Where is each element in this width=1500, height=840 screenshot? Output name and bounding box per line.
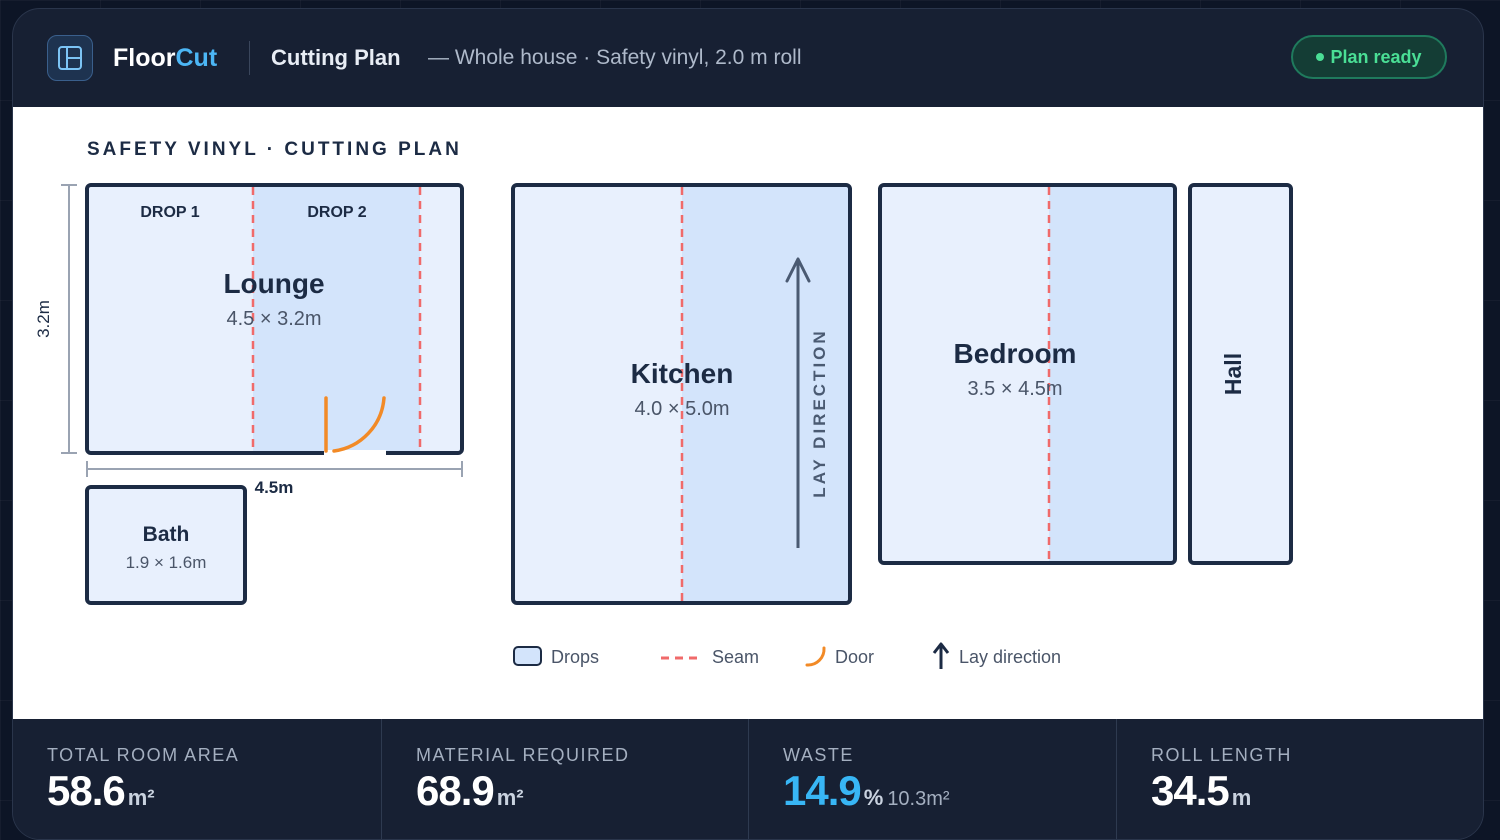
room-bedroom[interactable]: Bedroom 3.5 × 4.5m [878,183,1177,565]
drop-label-1: DROP 1 [140,204,199,221]
legend-door-label: Door [835,647,874,667]
header-divider [249,41,250,75]
arrow-up-icon [932,642,950,669]
page-title: Cutting Plan [271,45,401,70]
room-hall[interactable]: Hall [1188,183,1293,565]
room-name-bedroom: Bedroom [954,338,1077,369]
header: FloorCut Cutting Plan — Whole house · Sa… [13,9,1483,107]
drops-swatch-icon [513,646,542,666]
room-name-kitchen: Kitchen [631,358,734,389]
plan-heading: SAFETY VINYL · CUTTING PLAN [87,139,462,160]
dimension-width: 4.5m [86,461,463,497]
app-window: FloorCut Cutting Plan — Whole house · Sa… [12,8,1484,840]
room-kitchen[interactable]: LAY DIRECTION Kitchen 4.0 × 5.0m [511,183,852,605]
stat-label: MATERIAL REQUIRED [416,745,630,765]
legend: Drops Seam Door Lay direction [513,642,1061,669]
stat-label: ROLL LENGTH [1151,745,1292,765]
drop-label-2: DROP 2 [307,204,366,221]
room-lounge[interactable]: DROP 1 DROP 2 Lounge 4.5 × 3.2m [85,183,464,456]
room-name-lounge: Lounge [223,268,324,299]
dimension-height: 3.2m [34,184,77,454]
stat-value: 58.6 m² [47,767,155,814]
lay-direction-arrow [785,257,811,548]
room-name-hall: Hall [1220,353,1246,395]
stat-material-required: MATERIAL REQUIRED 68.9 m² [381,719,748,839]
stat-value: 34.5 m [1151,767,1252,814]
status-badge: Plan ready [1291,35,1447,79]
dimension-height-label: 3.2m [34,300,53,338]
status-label: Plan ready [1330,46,1422,67]
stat-waste: WASTE 14.9% 10.3m² [748,719,1116,839]
layout-grid-icon[interactable] [47,35,93,81]
legend-drops-label: Drops [551,647,599,667]
dimension-width-label: 4.5m [255,478,294,497]
bedroom-outline [878,183,1177,565]
stat-label: TOTAL ROOM AREA [47,745,240,765]
kitchen-outline [511,183,852,605]
room-dims-lounge: 4.5 × 3.2m [226,308,321,330]
stat-label: WASTE [783,745,854,765]
brand-logo: FloorCut [113,44,218,72]
stat-roll-length: ROLL LENGTH 34.5 m [1116,719,1483,839]
stat-value: 14.9% 10.3m² [783,767,950,814]
lay-direction-label: LAY DIRECTION [810,328,829,497]
room-dims-kitchen: 4.0 × 5.0m [634,398,729,420]
cutting-plan-canvas: SAFETY VINYL · CUTTING PLAN DROP 1 DROP … [13,107,1483,719]
room-bath[interactable]: Bath 1.9 × 1.6m [85,485,247,605]
room-name-bath: Bath [143,523,190,546]
room-dims-bedroom: 3.5 × 4.5m [967,378,1062,400]
door-icon [324,396,386,453]
door-legend-icon [805,646,826,667]
legend-seam-label: Seam [712,647,759,667]
lounge-outline [85,183,464,455]
stat-value: 68.9 m² [416,767,524,814]
stats-bar: TOTAL ROOM AREA 58.6 m² MATERIAL REQUIRED… [13,719,1483,839]
status-dot-icon [1316,53,1325,61]
stat-total-area: TOTAL ROOM AREA 58.6 m² [13,719,381,839]
page-subtitle: — Whole house · Safety vinyl, 2.0 m roll [428,46,802,69]
legend-lay-label: Lay direction [959,647,1061,667]
room-dims-bath: 1.9 × 1.6m [126,553,207,572]
